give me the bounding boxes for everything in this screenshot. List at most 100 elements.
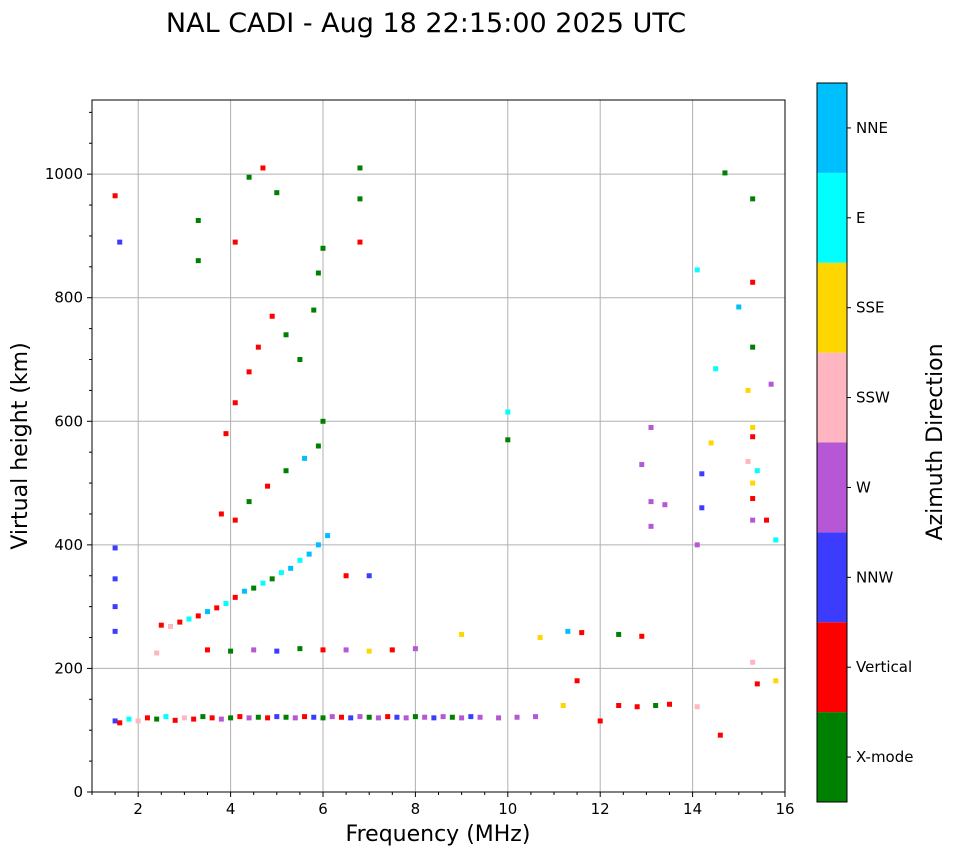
colorbar-label-item: SSE bbox=[856, 299, 885, 317]
data-point bbox=[269, 576, 275, 582]
data-point bbox=[186, 616, 192, 622]
data-point bbox=[112, 193, 118, 199]
data-point bbox=[634, 704, 640, 710]
data-point bbox=[315, 270, 321, 276]
data-point bbox=[773, 678, 779, 684]
data-point bbox=[302, 714, 308, 720]
colorbar-label-item: Vertical bbox=[856, 658, 912, 676]
data-point bbox=[232, 517, 238, 523]
data-point bbox=[348, 715, 354, 721]
data-point bbox=[177, 619, 183, 625]
data-point bbox=[283, 468, 289, 474]
data-point bbox=[112, 604, 118, 610]
data-point bbox=[639, 462, 645, 468]
data-point bbox=[325, 533, 331, 539]
colorbar-segment bbox=[817, 442, 847, 533]
data-point bbox=[135, 718, 141, 724]
plot-frame bbox=[91, 99, 786, 793]
data-point bbox=[403, 715, 409, 721]
data-point bbox=[468, 714, 474, 720]
x-tick-label: 10 bbox=[498, 800, 517, 818]
data-point bbox=[168, 623, 174, 629]
data-point bbox=[117, 239, 123, 245]
data-point bbox=[764, 517, 770, 523]
data-point bbox=[209, 715, 215, 721]
data-point bbox=[533, 714, 539, 720]
data-point bbox=[616, 631, 622, 637]
data-point bbox=[560, 703, 566, 708]
data-point bbox=[745, 387, 751, 393]
data-point bbox=[163, 714, 169, 720]
colorbar-segment bbox=[817, 622, 847, 713]
data-point bbox=[412, 646, 418, 652]
data-point bbox=[717, 732, 723, 738]
y-tick-label: 200 bbox=[54, 659, 83, 677]
colorbar-segment bbox=[817, 83, 847, 173]
data-point bbox=[223, 601, 229, 607]
data-point bbox=[736, 304, 742, 310]
data-point bbox=[440, 714, 446, 720]
data-point bbox=[768, 381, 774, 387]
data-point bbox=[274, 714, 280, 720]
data-point bbox=[662, 502, 668, 508]
x-tick-label: 2 bbox=[133, 800, 143, 818]
data-point bbox=[773, 537, 779, 543]
data-point bbox=[708, 440, 714, 446]
data-point bbox=[750, 480, 756, 486]
data-points bbox=[112, 165, 779, 738]
x-tick-label: 16 bbox=[775, 800, 794, 818]
chart-title: NAL CADI - Aug 18 22:15:00 2025 UTC bbox=[166, 8, 686, 39]
data-point bbox=[223, 431, 229, 437]
data-point bbox=[366, 573, 372, 579]
data-point bbox=[459, 715, 465, 721]
data-point bbox=[320, 245, 326, 251]
data-point bbox=[297, 646, 303, 652]
data-point bbox=[214, 605, 220, 611]
data-point bbox=[297, 357, 303, 362]
data-point bbox=[274, 648, 280, 654]
data-point bbox=[496, 715, 502, 721]
data-point bbox=[195, 258, 201, 264]
colorbar-segment bbox=[817, 532, 847, 623]
data-point bbox=[246, 174, 252, 180]
data-point bbox=[375, 715, 381, 721]
data-point bbox=[246, 499, 252, 505]
data-point bbox=[750, 344, 756, 350]
x-tick-label: 6 bbox=[318, 800, 328, 818]
data-point bbox=[154, 650, 160, 656]
data-point bbox=[537, 635, 543, 641]
data-point bbox=[722, 170, 728, 176]
data-point bbox=[366, 648, 372, 654]
data-point bbox=[302, 455, 308, 461]
data-point bbox=[329, 714, 335, 720]
data-point bbox=[320, 715, 326, 721]
data-point bbox=[278, 570, 284, 576]
data-point bbox=[315, 542, 321, 548]
data-point bbox=[648, 424, 654, 430]
colorbar-segment bbox=[817, 262, 847, 353]
data-point bbox=[218, 716, 224, 722]
data-point bbox=[117, 720, 123, 726]
grid bbox=[92, 100, 786, 793]
data-point bbox=[639, 633, 645, 639]
colorbar-label: Azimuth Direction bbox=[923, 343, 948, 540]
data-point bbox=[112, 718, 118, 724]
data-point bbox=[232, 239, 238, 245]
x-axis-ticks: 2 4 6 8 10 12 14 16 bbox=[91, 792, 795, 818]
data-point bbox=[754, 468, 760, 474]
series-e-layer-trace bbox=[112, 678, 672, 726]
colorbar-label-item: E bbox=[856, 209, 865, 227]
colorbar-label-item: SSW bbox=[856, 389, 890, 407]
data-point bbox=[648, 523, 654, 529]
data-point bbox=[699, 505, 705, 511]
x-axis-label: Frequency (MHz) bbox=[346, 822, 531, 847]
data-point bbox=[505, 437, 511, 443]
data-point bbox=[315, 443, 321, 449]
data-point bbox=[228, 715, 234, 721]
data-point bbox=[228, 648, 234, 654]
data-point bbox=[283, 714, 289, 720]
colorbar-label-item: W bbox=[856, 478, 871, 496]
data-point bbox=[459, 631, 465, 637]
data-point bbox=[505, 409, 511, 415]
x-tick-label: 14 bbox=[683, 800, 702, 818]
